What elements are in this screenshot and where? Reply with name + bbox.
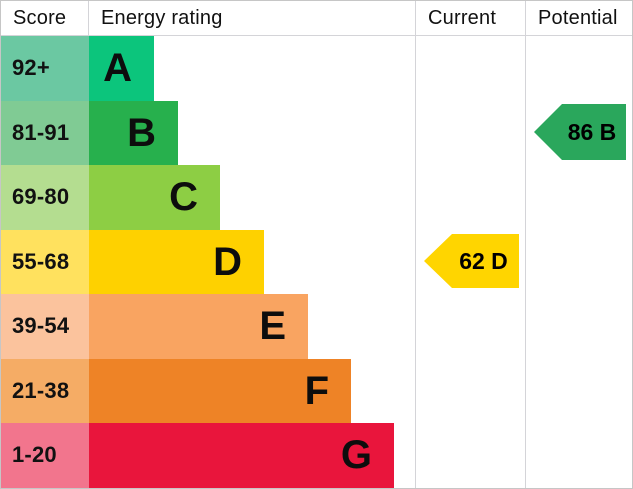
rating-letter-c: C — [169, 175, 198, 220]
rating-row-d: 55-68 D — [1, 229, 415, 294]
rating-bar-d: D — [89, 229, 264, 294]
rating-letter-a: A — [103, 46, 132, 91]
rating-bar-c: C — [89, 165, 220, 230]
rating-row-a: 92+ A — [1, 36, 415, 101]
potential-rating-marker: 86 B — [534, 104, 626, 160]
score-range-f: 21-38 — [1, 358, 89, 423]
rating-letter-b: B — [127, 110, 156, 155]
rating-bar-g: G — [89, 423, 394, 488]
score-range-e: 39-54 — [1, 294, 89, 359]
rating-bar-b: B — [89, 100, 178, 165]
table-header: Score Energy rating — [1, 1, 415, 36]
rating-bar-a: A — [89, 36, 154, 101]
current-rating-label: 62 D — [459, 247, 508, 274]
rating-row-f: 21-38 F — [1, 358, 415, 423]
current-column: Current 62 D — [415, 1, 525, 488]
score-range-a: 92+ — [1, 36, 89, 101]
rating-bar-e: E — [89, 294, 308, 359]
score-range-b: 81-91 — [1, 100, 89, 165]
rating-row-c: 69-80 C — [1, 165, 415, 230]
score-column-header: Score — [1, 1, 89, 36]
rating-row-b: 81-91 B — [1, 100, 415, 165]
energy-rating-column-header: Energy rating — [89, 1, 415, 36]
score-range-g: 1-20 — [1, 423, 89, 488]
potential-column: Potential 86 B — [525, 1, 632, 488]
rating-bands-region: Score Energy rating 92+ A 81-91 B 69-80 … — [1, 1, 415, 488]
score-range-d: 55-68 — [1, 229, 89, 294]
rating-row-e: 39-54 E — [1, 294, 415, 359]
score-range-c: 69-80 — [1, 165, 89, 230]
current-rating-marker: 62 D — [424, 234, 519, 288]
rating-letter-f: F — [304, 368, 329, 413]
potential-column-header: Potential — [526, 1, 632, 36]
rating-letter-d: D — [213, 239, 242, 284]
rating-letter-e: E — [259, 304, 286, 349]
potential-rating-label: 86 B — [567, 118, 617, 145]
rating-letter-g: G — [340, 433, 372, 478]
rating-row-g: 1-20 G — [1, 423, 415, 488]
current-column-header: Current — [416, 1, 525, 36]
rating-bar-f: F — [89, 358, 351, 423]
